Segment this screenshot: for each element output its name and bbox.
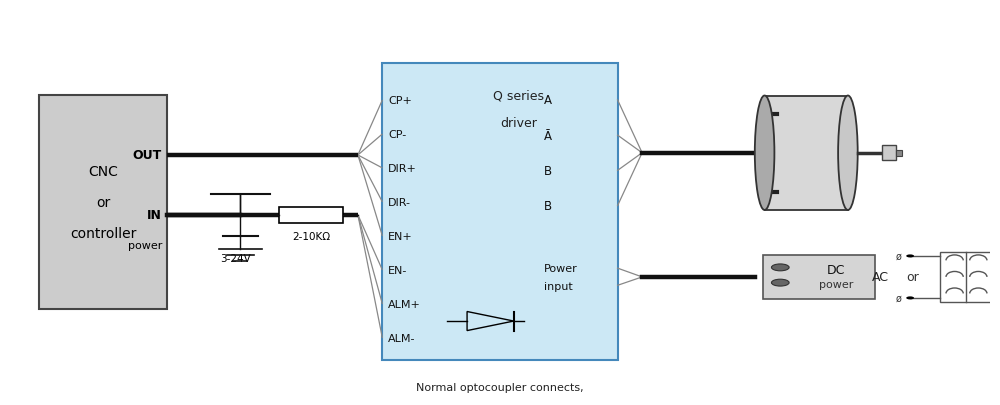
Text: DIR-: DIR-: [388, 198, 411, 207]
Bar: [279, 207, 343, 223]
Text: power: power: [128, 240, 162, 250]
Text: Normal optocoupler connects,: Normal optocoupler connects,: [416, 382, 584, 392]
Text: IN: IN: [147, 209, 162, 222]
Ellipse shape: [755, 96, 774, 211]
Text: Ā: Ā: [544, 129, 552, 142]
Text: CNC: CNC: [88, 165, 118, 179]
Text: 3-24V: 3-24V: [220, 254, 251, 263]
Bar: [763, 255, 875, 299]
Text: Q series: Q series: [493, 90, 544, 103]
Text: DIR+: DIR+: [388, 164, 417, 173]
Text: Power: Power: [544, 264, 578, 273]
Circle shape: [906, 296, 914, 300]
Bar: [765, 96, 848, 211]
Text: ø: ø: [895, 252, 901, 261]
Bar: [896, 150, 902, 156]
Text: or: or: [906, 271, 919, 284]
Circle shape: [906, 255, 914, 258]
Bar: [882, 146, 896, 161]
Bar: [382, 64, 618, 360]
Text: EN+: EN+: [388, 231, 413, 241]
Text: DC: DC: [827, 263, 845, 276]
Bar: [39, 96, 167, 309]
Circle shape: [771, 264, 789, 271]
Text: controller: controller: [70, 226, 136, 240]
Text: A: A: [544, 94, 552, 107]
Text: 2-10KΩ: 2-10KΩ: [292, 232, 330, 242]
Text: power: power: [819, 279, 853, 289]
Bar: [940, 252, 993, 302]
Circle shape: [771, 279, 789, 286]
Text: B: B: [544, 164, 552, 177]
Text: ALM+: ALM+: [388, 299, 421, 309]
Text: or: or: [96, 196, 110, 209]
Text: driver: driver: [500, 117, 537, 130]
Text: EN-: EN-: [388, 265, 408, 275]
Text: OUT: OUT: [133, 149, 162, 162]
Text: CP-: CP-: [388, 130, 407, 140]
Text: ø: ø: [895, 293, 901, 303]
Text: B̄: B̄: [544, 200, 552, 213]
Text: CP+: CP+: [388, 96, 412, 106]
Text: ALM-: ALM-: [388, 333, 416, 343]
Text: input: input: [544, 281, 573, 291]
Ellipse shape: [838, 96, 858, 211]
Text: AC: AC: [872, 271, 889, 284]
